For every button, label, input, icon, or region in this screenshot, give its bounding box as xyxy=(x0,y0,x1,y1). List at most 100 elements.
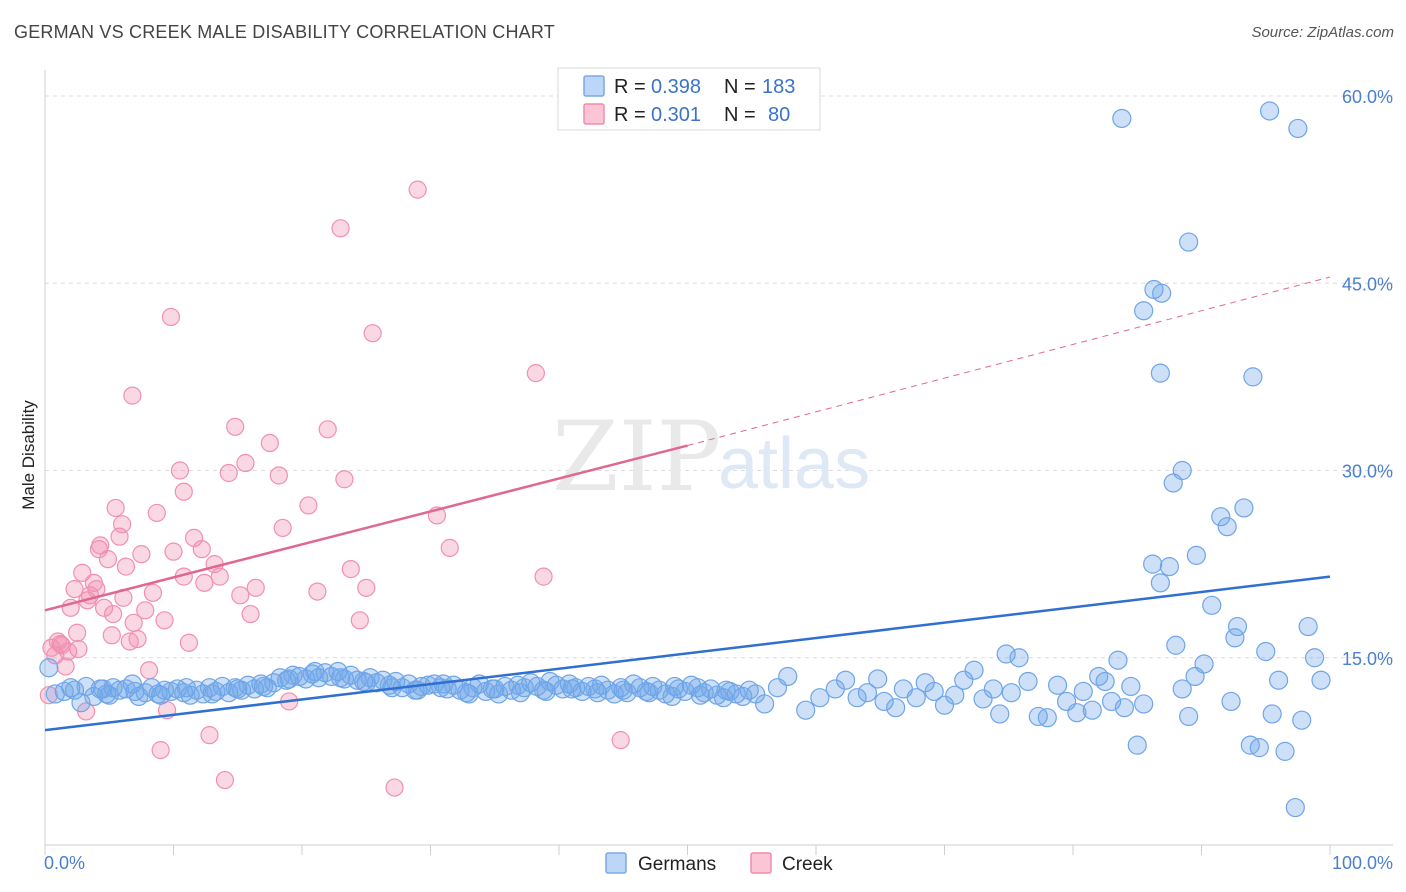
german-point xyxy=(125,681,145,702)
german-point xyxy=(1166,635,1186,655)
german-point xyxy=(1001,683,1021,703)
german-point xyxy=(665,676,685,697)
german-point xyxy=(1186,545,1206,565)
creek-point xyxy=(147,503,166,523)
german-point xyxy=(76,676,96,697)
creek-point xyxy=(357,578,376,597)
german-point xyxy=(1256,641,1276,662)
german-point xyxy=(1067,703,1087,723)
x-tick-max: 100.0% xyxy=(1332,853,1393,873)
german-point xyxy=(1037,708,1057,728)
german-point xyxy=(835,670,856,690)
german-point xyxy=(906,688,926,708)
watermark-atlas: atlas xyxy=(718,424,870,504)
creek-point xyxy=(69,639,88,659)
creek-point xyxy=(98,550,118,569)
german-point xyxy=(1262,704,1282,724)
german-point xyxy=(1304,648,1325,668)
creek-point xyxy=(174,482,193,501)
creek-point xyxy=(341,560,360,579)
german-point xyxy=(587,683,608,703)
german-point xyxy=(39,658,59,678)
german-point xyxy=(1285,797,1305,818)
creek-point xyxy=(143,583,163,602)
creek-point xyxy=(179,633,199,652)
german-point xyxy=(1217,517,1237,537)
german-point xyxy=(1143,554,1163,574)
german-point xyxy=(1298,616,1318,637)
legend-creek-r-value: 0.301 xyxy=(651,104,701,126)
german-point xyxy=(1221,691,1241,712)
german-point xyxy=(536,681,556,702)
german-point xyxy=(868,669,888,689)
german-point xyxy=(1108,650,1128,670)
german-point xyxy=(690,685,710,705)
creek-point xyxy=(116,557,136,576)
german-point xyxy=(1227,616,1248,637)
german-point xyxy=(1211,507,1231,527)
creek-point xyxy=(68,623,87,642)
german-point xyxy=(1134,694,1154,714)
stats-legend: R = 0.398 N = 183 R = 0.301 N = 80 xyxy=(557,67,821,131)
german-point xyxy=(973,689,993,709)
german-point xyxy=(716,680,736,700)
legend-creek-n-label: N = xyxy=(724,104,756,126)
creek-point xyxy=(65,579,84,599)
german-points xyxy=(39,101,1331,818)
creek-point xyxy=(112,515,132,534)
bottom-legend-germans-label: Germans xyxy=(638,854,716,875)
german-point xyxy=(176,678,196,698)
trend-lines xyxy=(44,276,1331,732)
german-point xyxy=(924,681,944,702)
creek-point xyxy=(139,661,159,680)
legend-germans-r-value: 0.398 xyxy=(651,76,701,98)
german-point xyxy=(990,704,1010,724)
german-point xyxy=(1134,301,1154,321)
creek-point xyxy=(89,540,109,559)
german-point xyxy=(510,683,531,703)
creek-point xyxy=(241,604,260,624)
creek-point xyxy=(195,573,214,592)
german-point xyxy=(1179,706,1199,727)
german-point xyxy=(1292,710,1312,730)
german-point xyxy=(613,680,633,700)
german-point xyxy=(1179,232,1199,252)
legend-germans-swatch xyxy=(583,75,605,97)
german-point xyxy=(810,688,830,708)
german-point xyxy=(279,669,299,689)
creek-point xyxy=(440,538,459,557)
german-point xyxy=(356,673,376,693)
german-point xyxy=(151,685,171,705)
creek-point xyxy=(95,598,114,617)
german-point xyxy=(983,679,1003,699)
bottom-legend-creek-swatch xyxy=(750,852,772,874)
bottom-legend-germans-swatch xyxy=(605,852,627,874)
creek-point xyxy=(335,470,354,489)
german-point xyxy=(1202,595,1222,615)
legend-creek-swatch xyxy=(583,103,605,125)
creek-point xyxy=(51,634,70,654)
y-tick-label-15: 15.0% xyxy=(1342,649,1393,669)
creek-point xyxy=(128,629,147,649)
german-point xyxy=(1260,101,1280,121)
creek-point xyxy=(246,578,265,597)
german-point xyxy=(639,683,659,703)
german-point xyxy=(964,660,984,680)
german-point xyxy=(1121,676,1141,697)
legend-germans-r-label: R = xyxy=(614,76,646,98)
german-point xyxy=(1275,741,1295,761)
source-credit: Source: ZipAtlas.com xyxy=(1251,24,1394,41)
creek-point xyxy=(269,466,288,485)
german-point xyxy=(485,679,505,699)
creek-point xyxy=(102,626,121,645)
german-point xyxy=(1009,648,1029,668)
creek-point xyxy=(308,582,327,601)
creek-point xyxy=(132,545,151,564)
creek-point xyxy=(350,611,369,630)
creek-point xyxy=(236,453,255,473)
german-point xyxy=(562,679,582,699)
creek-point xyxy=(170,461,190,480)
creek-point xyxy=(73,563,92,582)
creek-point xyxy=(210,567,229,586)
